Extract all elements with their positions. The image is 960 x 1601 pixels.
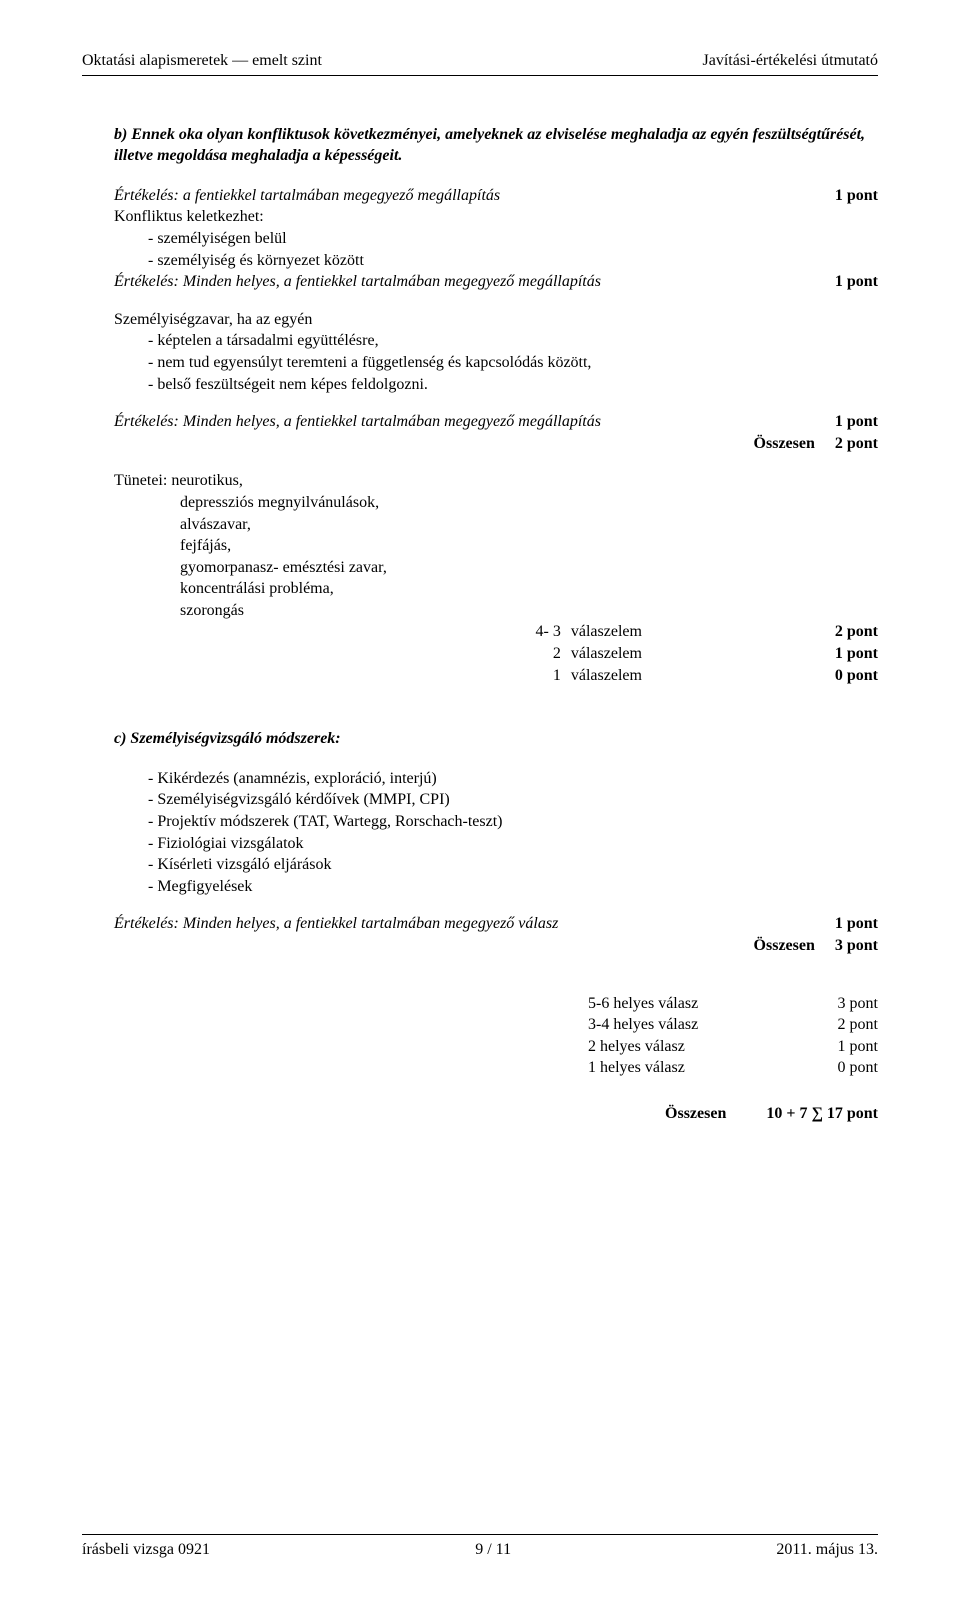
eval-1-row: Értékelés: a fentiekkel tartalmában mege…: [114, 185, 878, 207]
osszesen-b-label: Összesen: [114, 433, 835, 455]
header-right: Javítási-értékelési útmutató: [703, 50, 879, 72]
score-points: 1 pont: [808, 1036, 878, 1058]
score-table-b: 4- 3 válaszelem 2 pont 2 válaszelem 1 po…: [488, 621, 878, 686]
eval-c-text: Értékelés: Minden helyes, a fentiekkel t…: [114, 913, 835, 935]
header-left: Oktatási alapismeretek — emelt szint: [82, 50, 322, 72]
footer-row: írásbeli vizsga 0921 9 / 11 2011. május …: [82, 1539, 878, 1561]
score-label: válaszelem: [571, 621, 808, 643]
section-b-title: b) Ennek oka olyan konfliktusok következ…: [114, 124, 878, 167]
list-item: személyiség és környezet között: [82, 250, 878, 272]
osszesen-b-row: Összesen 2 pont: [114, 433, 878, 455]
eval-3-row: Értékelés: Minden helyes, a fentiekkel t…: [114, 411, 878, 433]
score-label: 1 helyes válasz: [588, 1057, 808, 1079]
eval-c-row: Értékelés: Minden helyes, a fentiekkel t…: [114, 913, 878, 935]
eval-2-row: Értékelés: Minden helyes, a fentiekkel t…: [114, 271, 878, 293]
tunetei-item-0: depressziós megnyilvánulások,: [180, 492, 878, 514]
list-item: Projektív módszerek (TAT, Wartegg, Rorsc…: [82, 811, 878, 833]
osszesen-c-row: Összesen 3 pont: [114, 935, 878, 957]
score-count: 1: [488, 665, 571, 687]
score-label: 3-4 helyes válasz: [588, 1014, 808, 1036]
page-footer: írásbeli vizsga 0921 9 / 11 2011. május …: [82, 1534, 878, 1561]
header-rule: [82, 75, 878, 76]
score-points: 1 pont: [808, 643, 878, 665]
score-row: 2 válaszelem 1 pont: [488, 643, 878, 665]
list-item: Fiziológiai vizsgálatok: [82, 833, 878, 855]
eval-c-points: 1 pont: [835, 913, 878, 935]
tunetei-item-5: szorongás: [180, 600, 878, 622]
footer-rule: [82, 1534, 878, 1535]
eval-1-points: 1 pont: [835, 185, 878, 207]
score-table-c: 5-6 helyes válasz 3 pont 3-4 helyes vála…: [588, 993, 878, 1079]
eval-1-text: Értékelés: a fentiekkel tartalmában mege…: [114, 185, 835, 207]
score-points: 2 pont: [808, 621, 878, 643]
list-item: Kikérdezés (anamnézis, exploráció, inter…: [82, 768, 878, 790]
footer-left: írásbeli vizsga 0921: [82, 1539, 210, 1561]
score-label: 2 helyes válasz: [588, 1036, 808, 1058]
tunetei-label: Tünetei: neurotikus,: [114, 470, 878, 492]
eval-3-points: 1 pont: [835, 411, 878, 433]
footer-right: 2011. május 13.: [776, 1539, 878, 1561]
list-item: belső feszültségeit nem képes feldolgozn…: [82, 374, 878, 396]
section-c-title: c) Személyiségvizsgáló módszerek:: [114, 728, 878, 750]
score-count: 2: [488, 643, 571, 665]
list-item: Személyiségvizsgáló kérdőívek (MMPI, CPI…: [82, 789, 878, 811]
section-c: c) Személyiségvizsgáló módszerek: Kikérd…: [82, 728, 878, 1124]
final-total-label: Összesen: [665, 1103, 726, 1125]
osszesen-c-label: Összesen: [114, 935, 835, 957]
eval-3-text: Értékelés: Minden helyes, a fentiekkel t…: [114, 411, 835, 433]
score-row: 3-4 helyes válasz 2 pont: [588, 1014, 878, 1036]
list-item: nem tud egyensúlyt teremteni a független…: [82, 352, 878, 374]
szemelyisegzavar-label: Személyiségzavar, ha az egyén: [114, 309, 878, 331]
score-row: 5-6 helyes válasz 3 pont: [588, 993, 878, 1015]
osszesen-c-points: 3 pont: [835, 935, 878, 957]
list-item: személyiségen belül: [82, 228, 878, 250]
tunetei-item-1: alvászavar,: [180, 514, 878, 536]
score-points: 2 pont: [808, 1014, 878, 1036]
tunetei-item-3: gyomorpanasz- emésztési zavar,: [180, 557, 878, 579]
tunetei-item-2: fejfájás,: [180, 535, 878, 557]
page-header: Oktatási alapismeretek — emelt szint Jav…: [82, 50, 878, 72]
score-points: 3 pont: [808, 993, 878, 1015]
final-total-row: Összesen 10 + 7 ∑ 17 pont: [82, 1103, 878, 1125]
score-points: 0 pont: [808, 665, 878, 687]
score-label: 5-6 helyes válasz: [588, 993, 808, 1015]
list-item: képtelen a társadalmi együttélésre,: [82, 330, 878, 352]
score-points: 0 pont: [808, 1057, 878, 1079]
list-item: Kísérleti vizsgáló eljárások: [82, 854, 878, 876]
szemelyisegzavar-list: képtelen a társadalmi együttélésre, nem …: [82, 330, 878, 395]
score-count: 4- 3: [488, 621, 571, 643]
eval-2-points: 1 pont: [835, 271, 878, 293]
list-item: Megfigyelések: [82, 876, 878, 898]
eval-2-text: Értékelés: Minden helyes, a fentiekkel t…: [114, 271, 835, 293]
section-b: b) Ennek oka olyan konfliktusok következ…: [82, 124, 878, 687]
osszesen-b-points: 2 pont: [835, 433, 878, 455]
score-row: 1 helyes válasz 0 pont: [588, 1057, 878, 1079]
score-row: 1 válaszelem 0 pont: [488, 665, 878, 687]
konfliktus-list: személyiségen belül személyiség és körny…: [82, 228, 878, 271]
final-total-value: 10 + 7 ∑ 17 pont: [766, 1103, 878, 1125]
tunetei-item-4: koncentrálási probléma,: [180, 578, 878, 600]
footer-center: 9 / 11: [475, 1539, 511, 1561]
score-label: válaszelem: [571, 665, 808, 687]
konfliktus-label: Konfliktus keletkezhet:: [114, 206, 878, 228]
score-row: 2 helyes válasz 1 pont: [588, 1036, 878, 1058]
section-c-list: Kikérdezés (anamnézis, exploráció, inter…: [82, 768, 878, 898]
score-row: 4- 3 válaszelem 2 pont: [488, 621, 878, 643]
score-label: válaszelem: [571, 643, 808, 665]
